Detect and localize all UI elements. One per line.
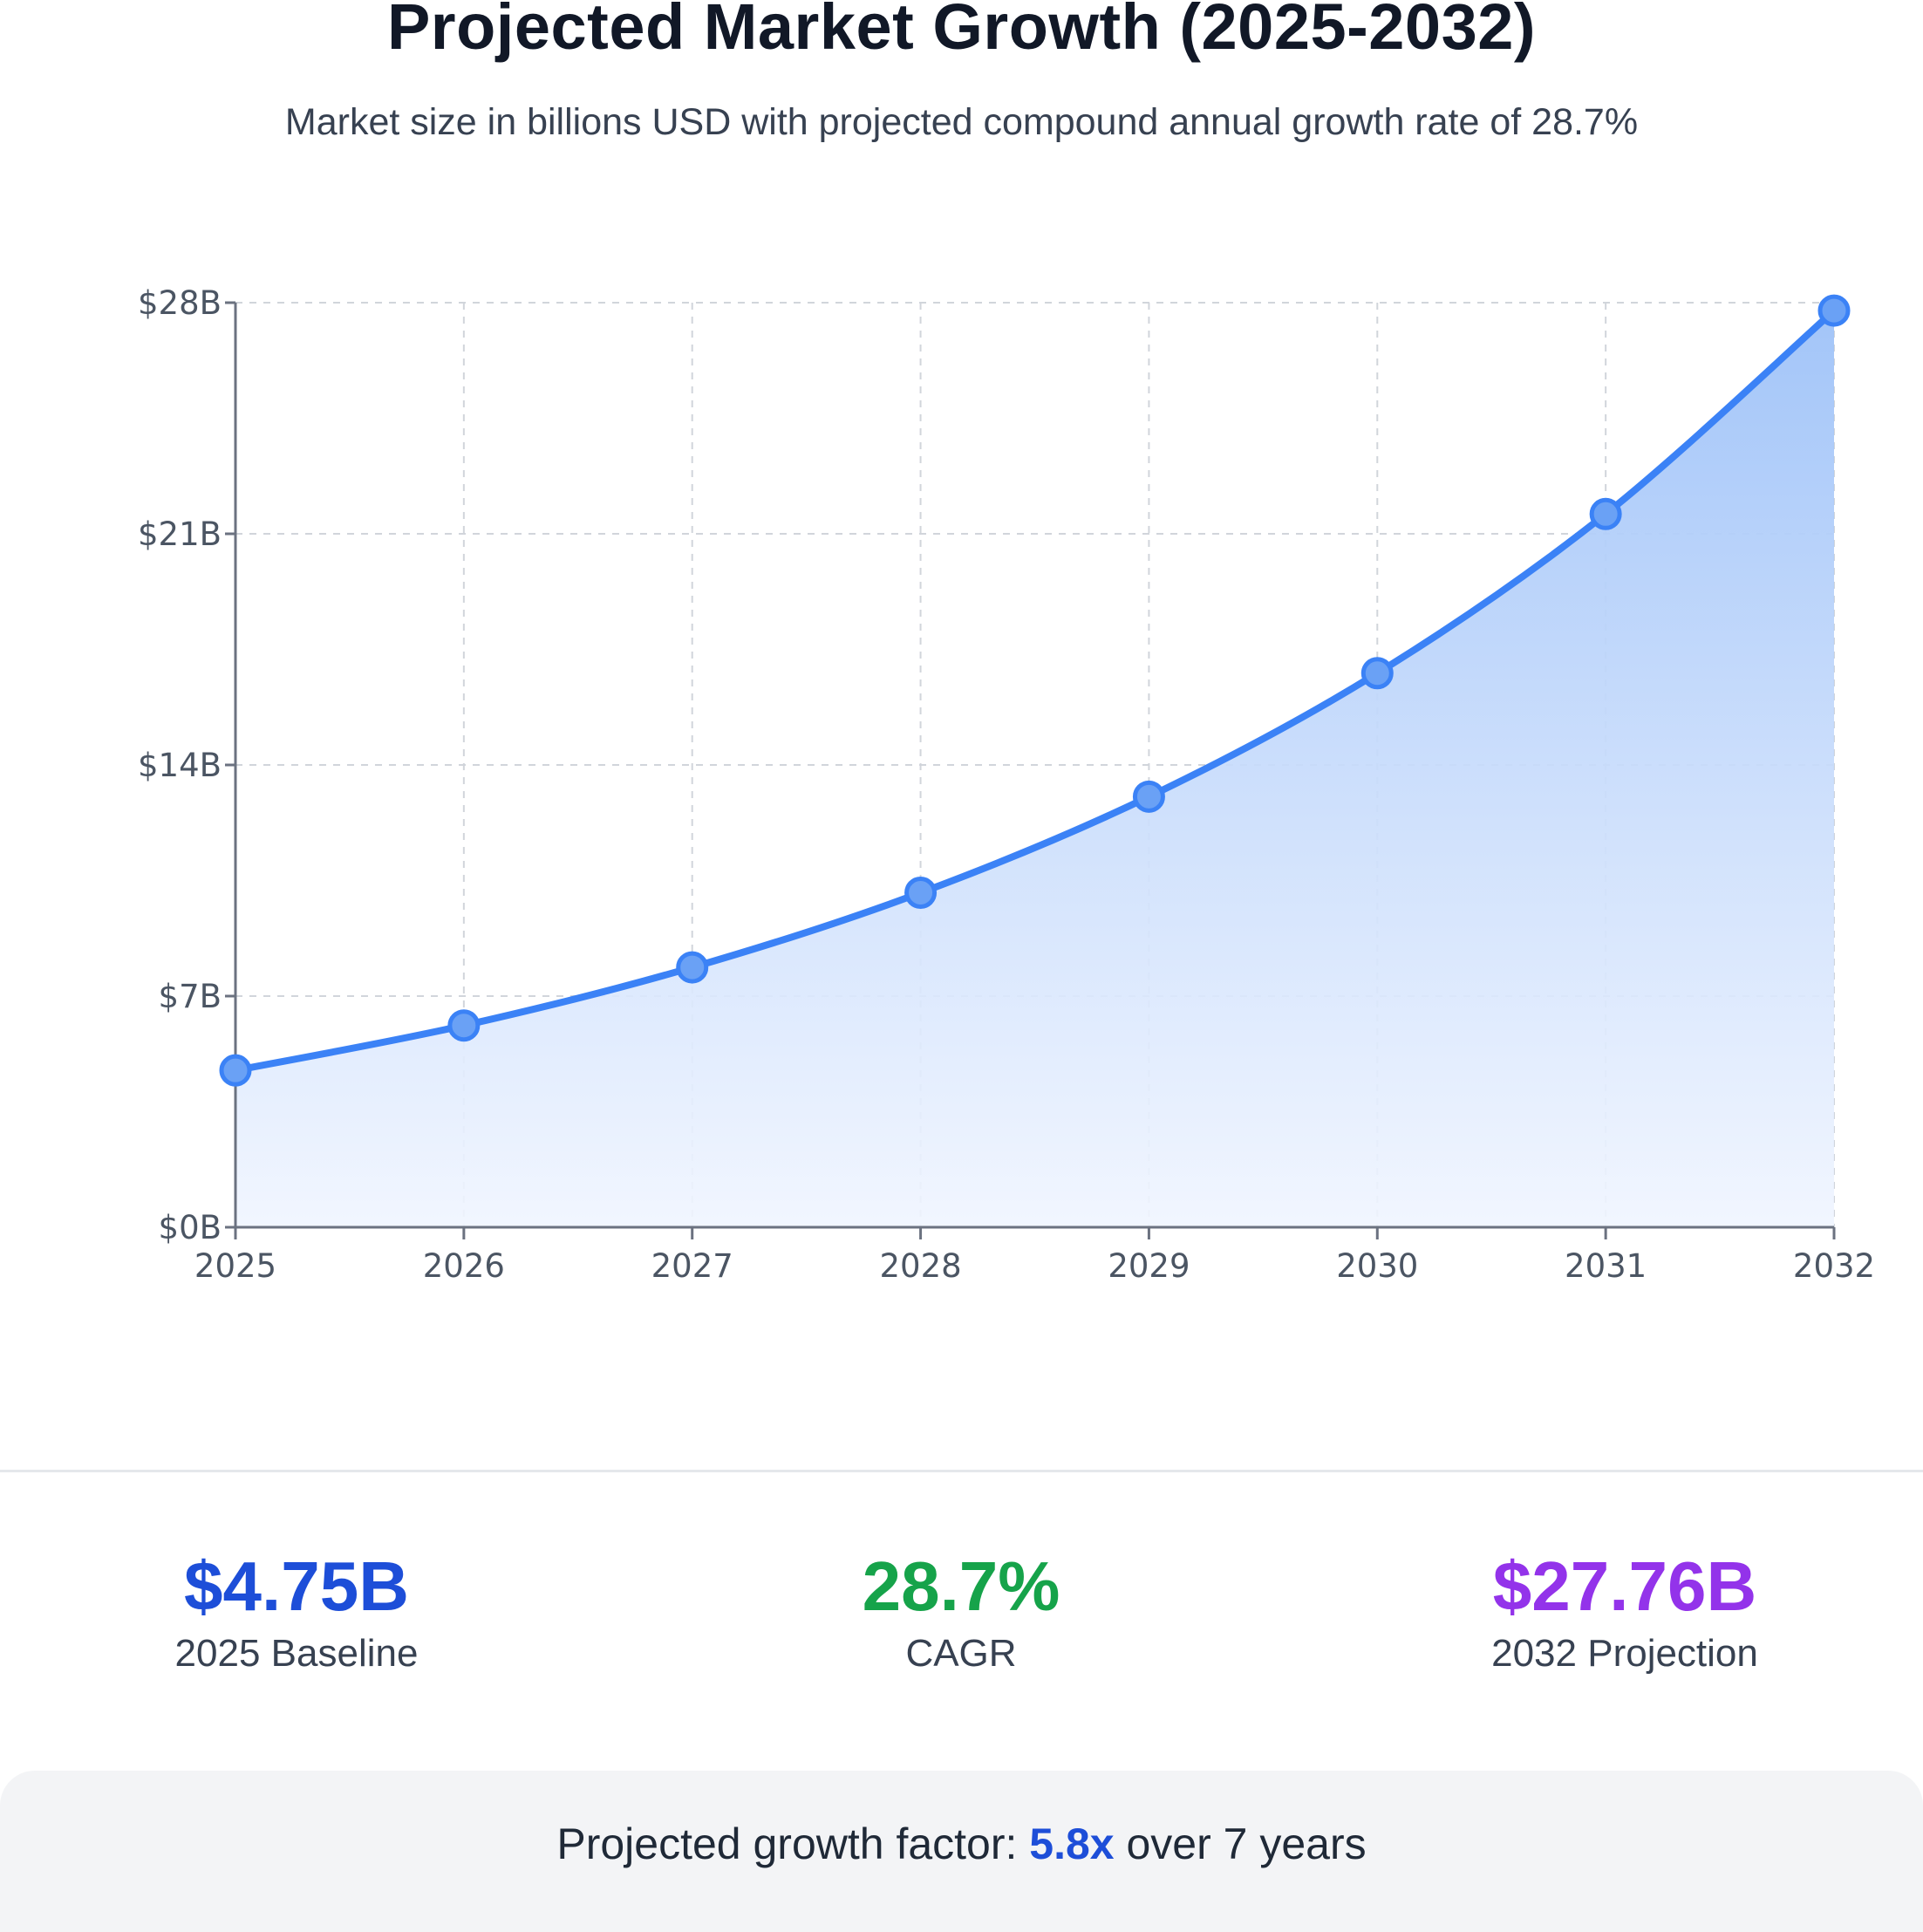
x-tick-label: 2025 — [194, 1247, 276, 1285]
stat-baseline-value: $4.75B — [184, 1547, 409, 1625]
data-point-2032 — [1817, 294, 1851, 327]
x-tick-label: 2031 — [1565, 1247, 1647, 1285]
x-axis-ticks: 2025 2026 2027 2028 2029 2030 2031 2032 — [194, 1227, 1875, 1285]
stat-baseline: $4.75B 2025 Baseline — [35, 1548, 558, 1676]
stat-cagr-label: CAGR — [905, 1632, 1017, 1675]
data-point-2026 — [447, 1009, 481, 1042]
section-divider — [0, 1470, 1923, 1472]
chart-subtitle: Market size in billions USD with project… — [284, 101, 1639, 143]
data-point-2029 — [1132, 780, 1165, 813]
y-tick-label: $28B — [138, 284, 222, 322]
growth-factor-text: Projected growth factor: 5.8x over 7 yea… — [0, 1819, 1923, 1869]
y-tick-label: $0B — [159, 1209, 222, 1246]
growth-factor-suffix: over 7 years — [1114, 1819, 1367, 1868]
growth-factor-panel — [0, 1771, 1923, 1932]
stat-projection-value: $27.76B — [1492, 1547, 1757, 1625]
y-tick-label: $14B — [138, 747, 222, 784]
x-tick-label: 2026 — [423, 1247, 505, 1285]
stat-projection-label: 2032 Projection — [1491, 1632, 1758, 1675]
data-point-2027 — [676, 951, 709, 984]
data-point-2030 — [1360, 657, 1394, 690]
data-points — [219, 294, 1851, 1087]
data-point-2028 — [904, 877, 938, 910]
area-fill — [235, 311, 1834, 1228]
data-point-2031 — [1589, 497, 1622, 530]
stat-cagr-value: 28.7% — [862, 1547, 1060, 1625]
y-axis-ticks: $0B $7B $14B $21B $28B — [138, 284, 235, 1246]
stat-cagr: 28.7% CAGR — [699, 1548, 1223, 1676]
stat-projection: $27.76B 2032 Projection — [1363, 1548, 1886, 1676]
stat-baseline-label: 2025 Baseline — [174, 1632, 419, 1675]
y-tick-label: $21B — [138, 515, 222, 553]
x-tick-label: 2030 — [1336, 1247, 1418, 1285]
chart-title: Projected Market Growth (2025-2032) — [386, 0, 1537, 63]
x-tick-label: 2028 — [879, 1247, 961, 1285]
market-growth-chart: $0B$7B$14B$21B$28B 2025 2026 2027 2028 2029 2… — [138, 284, 1875, 1285]
x-tick-label: 2032 — [1793, 1247, 1875, 1285]
y-tick-label: $7B — [159, 978, 222, 1015]
growth-factor-prefix: Projected growth factor: — [556, 1819, 1030, 1868]
x-tick-label: 2027 — [651, 1247, 733, 1285]
x-tick-label: 2029 — [1108, 1247, 1190, 1285]
data-point-2025 — [219, 1054, 252, 1087]
growth-factor-value: 5.8x — [1029, 1819, 1115, 1868]
